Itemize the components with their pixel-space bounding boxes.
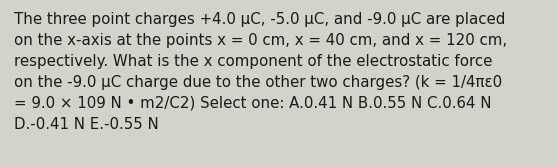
Text: The three point charges +4.0 μC, -5.0 μC, and -9.0 μC are placed
on the x-axis a: The three point charges +4.0 μC, -5.0 μC… [14, 12, 507, 132]
